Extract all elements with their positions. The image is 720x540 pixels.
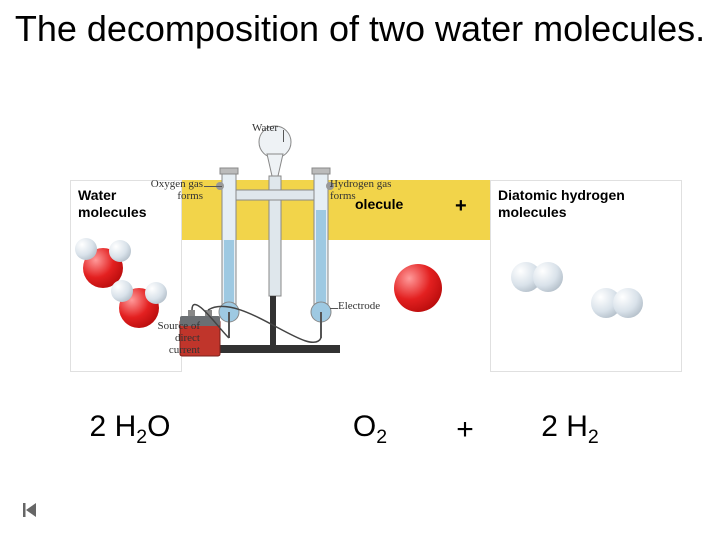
hydrogen-molecules-graphic [495, 240, 675, 365]
leader-line [330, 308, 338, 309]
skip-back-icon [20, 500, 40, 520]
eqn-sub: 2 [136, 426, 147, 448]
eqn-o2: O2 [310, 410, 430, 449]
eqn-sub: 2 [588, 426, 599, 448]
apparatus-label-electrode: Electrode [338, 300, 380, 312]
apparatus-label-oxygen: Oxygen gas forms [148, 178, 203, 202]
leader-line [283, 130, 284, 142]
apparatus-label-water: Water [252, 122, 278, 134]
leader-line [330, 186, 331, 187]
electrolysis-apparatus [170, 120, 380, 380]
eqn-2h2: 2 H2 [500, 410, 640, 449]
eqn-text: 2 H [90, 410, 137, 443]
eqn-text: 2 H [541, 410, 588, 443]
eqn-text: O [353, 410, 376, 443]
oxygen-molecule-graphic-partial [398, 260, 458, 340]
equation-row: 2 H2O  O2 + 2 H2 [60, 410, 680, 449]
label-hydrogen-molecules: Diatomic hydrogen molecules [498, 187, 678, 221]
eqn-text: O [147, 410, 170, 443]
eqn-sub: 2 [376, 426, 387, 448]
apparatus-label-source: Source of direct current [150, 320, 200, 356]
apparatus-label-hydrogen: Hydrogen gas forms [330, 178, 410, 202]
eqn-arrow:  [200, 413, 310, 447]
slide-title: The decomposition of two water molecules… [0, 8, 720, 49]
eqn-plus: + [430, 413, 500, 447]
leader-line [204, 186, 222, 187]
plus-top: + [455, 195, 467, 218]
eqn-2h2o: 2 H2O [60, 410, 200, 449]
prev-slide-button[interactable] [20, 500, 40, 520]
